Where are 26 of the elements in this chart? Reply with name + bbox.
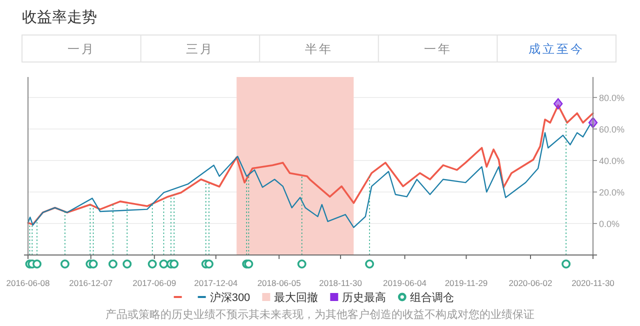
y-tick-label: 40.0% [599, 156, 625, 166]
x-tick-label: 2019-11-29 [444, 278, 488, 288]
text: 产品或策略的历史业绩不预示其未来表现，为其他客户创造的收益不构成对您的业绩保证 [106, 308, 534, 321]
y-tick-label: 60.0% [599, 124, 625, 134]
x-tick-label: 2020-06-02 [508, 278, 552, 288]
x-tick-label: 2016-12-07 [69, 278, 113, 288]
y-tick-label: 80.0% [599, 92, 625, 103]
x-tick-label: 2020-11-30 [572, 278, 615, 288]
legend-label: 历史最高 [342, 291, 386, 304]
text: 一月 [67, 42, 96, 56]
y-tick-label: 20.0% [599, 187, 625, 198]
text: 三月 [186, 42, 214, 56]
x-tick-label: 2017-12-04 [194, 278, 238, 288]
legend-label: 最大回撤 [274, 291, 318, 304]
x-tick-label: 2019-06-04 [383, 278, 427, 288]
x-tick-label: 2018-11-30 [319, 278, 362, 288]
x-tick-label: 2016-06-08 [6, 278, 50, 288]
y-tick-label: 0.0% [599, 218, 620, 229]
chart-title: 收益率走势 [22, 9, 97, 26]
text: 成立至今 [528, 42, 585, 56]
x-tick-label: 2017-06-09 [132, 278, 176, 288]
text: 一年 [424, 42, 452, 56]
x-tick-label: 2018-06-05 [257, 278, 302, 288]
legend-label: 组合调仓 [410, 291, 454, 304]
text: 半年 [305, 42, 333, 56]
legend-label: 沪深300 [210, 291, 250, 304]
